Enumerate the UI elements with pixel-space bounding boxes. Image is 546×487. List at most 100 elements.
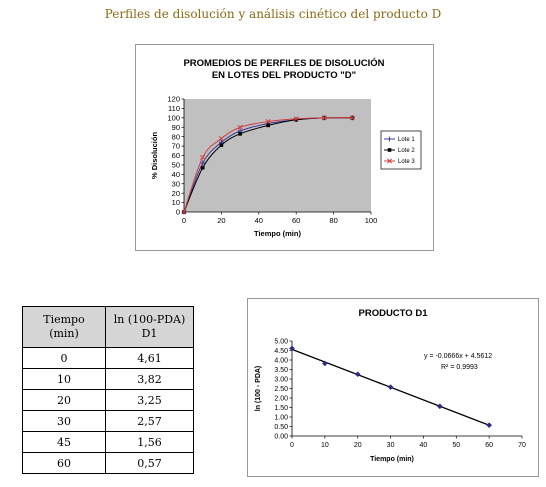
table-cell-ln: 0,57 [105, 452, 194, 474]
data-point [321, 115, 327, 121]
data-point [387, 384, 394, 390]
x-tick-label: 100 [365, 216, 378, 225]
r-squared-label: R² = 0.9993 [441, 364, 478, 371]
table-cell-time: 10 [22, 368, 106, 390]
chart-title: PRODUCTO D1 [359, 308, 429, 319]
data-point [265, 119, 271, 125]
y-tick-label: 50 [172, 161, 180, 170]
column-header-ln: ln (100-PDA) D1 [105, 306, 194, 348]
data-point [354, 371, 361, 378]
data-point [387, 136, 392, 142]
x-tick-label: 60 [292, 216, 300, 225]
y-tick-label: 70 [172, 142, 180, 151]
chart-title: PROMEDIOS DE PERFILES DE DISOLUCIÓN [183, 57, 384, 69]
data-point [200, 154, 206, 160]
table-cell-ln: 3,82 [105, 368, 194, 390]
legend-label: Lote 3 [398, 159, 415, 165]
legend-label: Lote 1 [398, 137, 415, 143]
data-point [349, 115, 355, 121]
data-point [237, 124, 243, 130]
y-tick-label: 20 [172, 189, 180, 198]
data-point [266, 123, 270, 128]
table-cell-time: 45 [22, 431, 106, 453]
table-cell-time: 0 [22, 347, 106, 369]
y-tick-label: 80 [172, 132, 180, 141]
x-tick-label: 50 [452, 442, 460, 449]
table-header-row: Tiempo (min) ln (100-PDA) D1 [22, 306, 194, 348]
y-tick-label: 1.50 [274, 405, 288, 412]
data-point [386, 158, 393, 164]
page-heading: Perfiles de disolución y análisis cinéti… [104, 7, 442, 21]
table-row: 0 4,61 [22, 347, 194, 369]
y-tick-label: 40 [172, 170, 180, 179]
y-tick-label: 3.50 [274, 367, 288, 374]
first-order-kinetics-chart-svg: PRODUCTO D1 0.00 0.50 1.00 1.50 2.00 2.50 3.00 3… [255, 308, 526, 463]
y-tick-label: 2.00 [274, 396, 288, 403]
table-row: 45 1,56 [22, 431, 194, 453]
y-tick-label: 4.50 [274, 348, 288, 355]
table-cell-ln: 4,61 [105, 347, 194, 369]
plot-area [184, 99, 371, 212]
y-tick-label: 120 [167, 95, 180, 104]
x-tick-label: 20 [217, 216, 225, 225]
y-tick-label: 90 [172, 123, 180, 132]
y-axis-label: ln (100 - PDA) [255, 366, 262, 412]
y-tick-label: 110 [168, 104, 180, 113]
table-cell-ln: 2,57 [105, 410, 194, 432]
series-markers [181, 115, 355, 215]
legend: Lote 1 Lote 2 Lote 3 [380, 130, 422, 170]
y-tick-label: 100 [167, 113, 180, 122]
column-header-line: Tiempo [43, 313, 85, 326]
y-tick-label: 5.00 [274, 339, 288, 346]
table-cell-ln: 1,56 [105, 431, 194, 453]
data-point [289, 345, 295, 352]
x-axis-label: Tiempo (min) [370, 456, 414, 463]
x-tick-label: 80 [329, 216, 337, 225]
y-tick-label: 4.00 [274, 358, 288, 365]
first-order-kinetics-chart: PRODUCTO D1 0.00 0.50 1.00 1.50 2.00 2.50 3.00 3… [247, 298, 539, 477]
table-cell-time: 30 [22, 410, 106, 432]
x-tick-label: 70 [518, 442, 526, 449]
data-point [387, 148, 392, 152]
table-cell-time: 20 [22, 389, 106, 411]
data-point [293, 116, 299, 122]
x-tick-label: 0 [290, 442, 294, 449]
data-point [437, 403, 443, 410]
dissolution-profile-chart: PROMEDIOS DE PERFILES DE DISOLUCIÓN EN LO… [135, 44, 434, 251]
y-tick-label: 2.50 [274, 386, 288, 393]
y-tick-label: 30 [172, 179, 180, 188]
data-point [181, 209, 187, 215]
series-line [183, 117, 353, 213]
table-row: 30 2,57 [22, 410, 194, 432]
table-row: 20 3,25 [22, 389, 194, 411]
y-tick-label: 10 [172, 198, 180, 207]
data-point [200, 160, 206, 166]
x-axis-label: Tiempo (min) [254, 229, 301, 238]
y-axis-label: % Disolución [150, 132, 159, 180]
y-tick-label: 1.00 [274, 415, 288, 422]
column-header-time: Tiempo (min) [22, 306, 106, 348]
data-point [200, 165, 205, 170]
x-tick-label: 40 [420, 442, 428, 449]
y-tick-label: 60 [172, 151, 180, 160]
chart-title: EN LOTES DEL PRODUCTO "D" [212, 70, 356, 81]
y-tick-label: 0.50 [274, 424, 288, 431]
x-tick-label: 60 [485, 442, 493, 449]
x-tick-label: 40 [255, 216, 263, 225]
column-header-line: D1 [141, 327, 158, 340]
table-cell-time: 60 [22, 452, 106, 474]
column-header-line: (min) [49, 327, 79, 340]
table-row: 10 3,82 [22, 368, 194, 390]
column-header-line: ln (100-PDA) [113, 313, 186, 326]
table-cell-ln: 3,25 [105, 389, 194, 411]
data-point [486, 422, 492, 428]
y-tick-label: 0.00 [274, 434, 288, 441]
x-tick-label: 10 [321, 442, 329, 449]
legend-label: Lote 2 [398, 148, 415, 154]
table-row: 60 0,57 [22, 452, 194, 474]
data-point [218, 135, 224, 142]
data-point [238, 132, 242, 136]
y-tick-label: 0 [176, 208, 180, 217]
x-tick-label: 0 [182, 216, 186, 225]
